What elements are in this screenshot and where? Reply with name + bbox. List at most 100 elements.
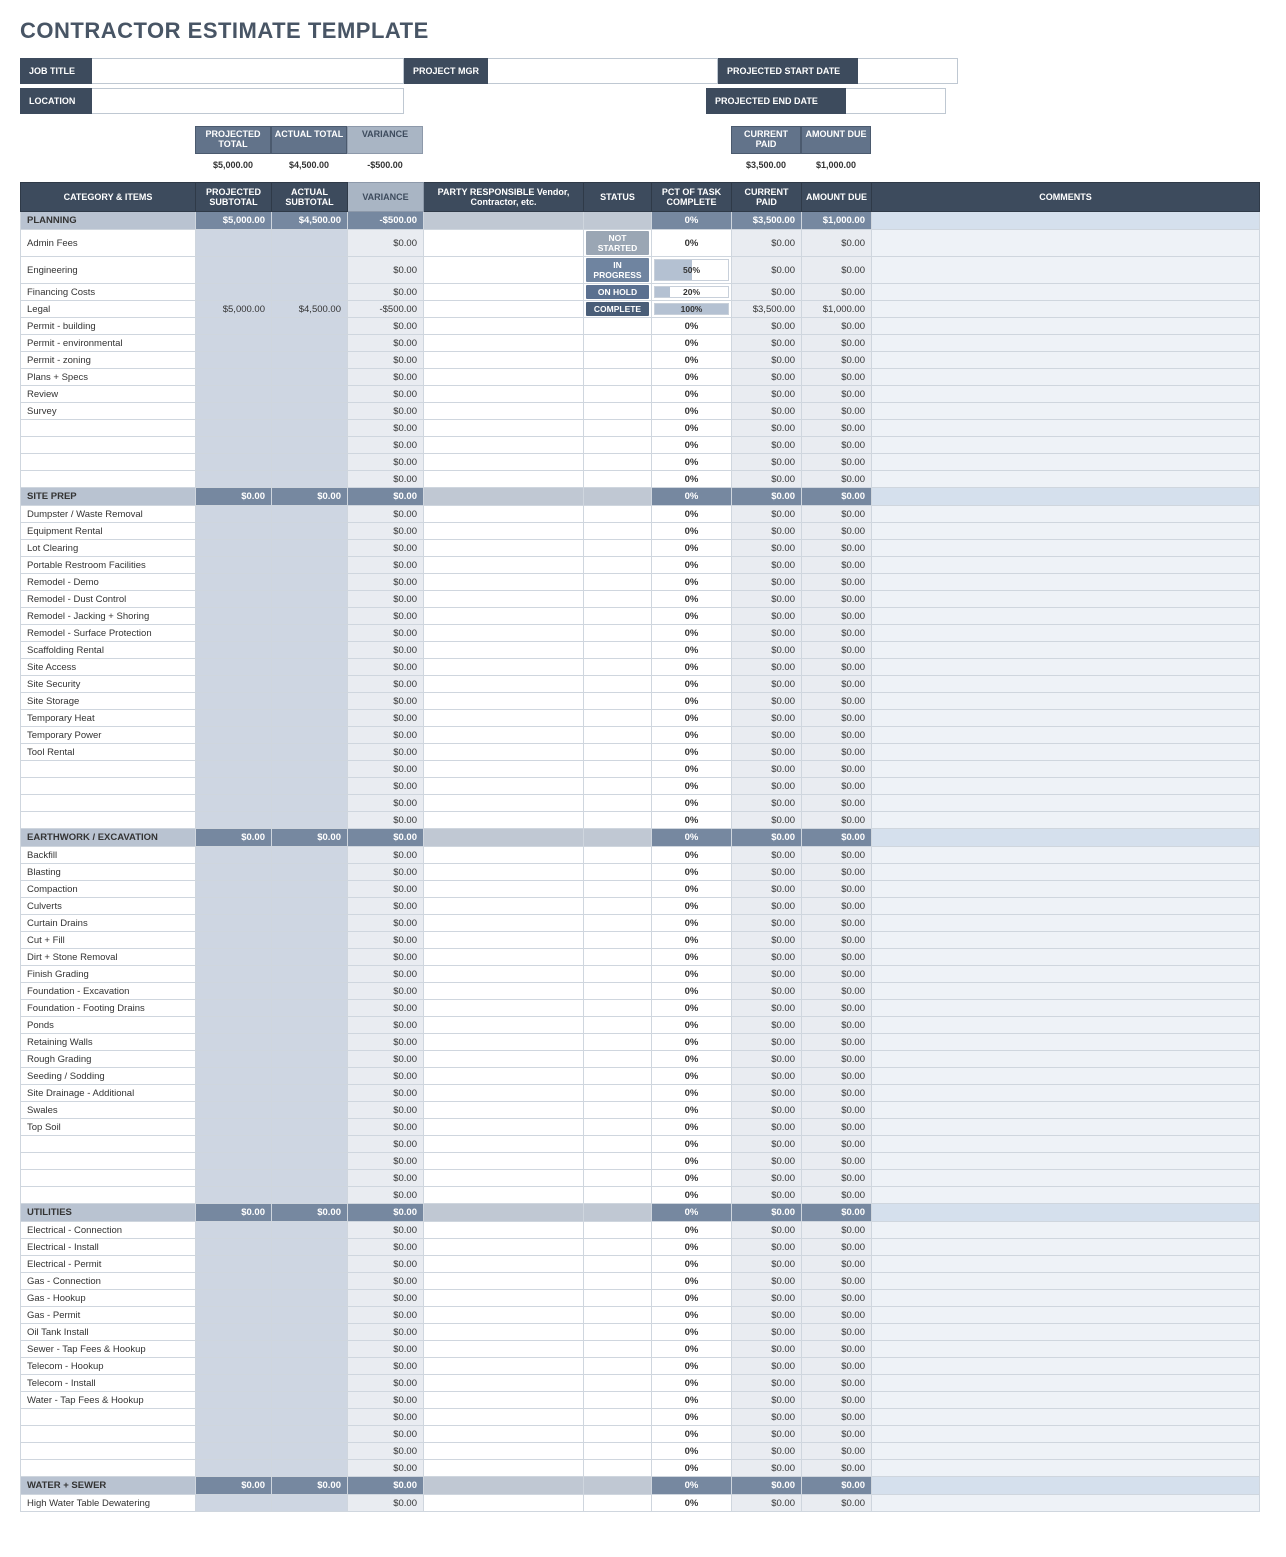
item-pct[interactable]: 0% (652, 1119, 732, 1136)
item-act[interactable] (272, 1375, 348, 1392)
item-proj[interactable] (196, 693, 272, 710)
item-act[interactable] (272, 1051, 348, 1068)
item-status[interactable] (584, 642, 652, 659)
item-pct[interactable]: 0% (652, 386, 732, 403)
item-party[interactable] (424, 591, 584, 608)
item-act[interactable] (272, 1426, 348, 1443)
item-proj[interactable] (196, 471, 272, 488)
item-pct[interactable]: 0% (652, 608, 732, 625)
item-name[interactable]: Dumpster / Waste Removal (21, 506, 196, 523)
item-act[interactable] (272, 1153, 348, 1170)
item-pct[interactable]: 0% (652, 761, 732, 778)
item-act[interactable] (272, 932, 348, 949)
item-party[interactable] (424, 454, 584, 471)
item-status[interactable] (584, 847, 652, 864)
item-proj[interactable] (196, 761, 272, 778)
item-party[interactable] (424, 540, 584, 557)
item-name[interactable]: Blasting (21, 864, 196, 881)
item-proj[interactable] (196, 1256, 272, 1273)
item-act[interactable] (272, 898, 348, 915)
item-act[interactable] (272, 1000, 348, 1017)
item-party[interactable] (424, 1000, 584, 1017)
item-comm[interactable] (872, 335, 1260, 352)
item-act[interactable] (272, 642, 348, 659)
item-proj[interactable] (196, 864, 272, 881)
item-party[interactable] (424, 642, 584, 659)
item-status[interactable]: NOT STARTED (584, 230, 652, 257)
item-comm[interactable] (872, 1460, 1260, 1477)
item-party[interactable] (424, 710, 584, 727)
item-name[interactable]: Temporary Heat (21, 710, 196, 727)
item-act[interactable] (272, 1324, 348, 1341)
item-status[interactable] (584, 1375, 652, 1392)
item-comm[interactable] (872, 744, 1260, 761)
item-proj[interactable] (196, 1136, 272, 1153)
item-name[interactable]: Telecom - Hookup (21, 1358, 196, 1375)
item-act[interactable] (272, 1136, 348, 1153)
item-party[interactable] (424, 335, 584, 352)
item-act[interactable] (272, 557, 348, 574)
item-act[interactable] (272, 1256, 348, 1273)
item-status[interactable] (584, 659, 652, 676)
item-party[interactable] (424, 659, 584, 676)
item-name[interactable]: Permit - environmental (21, 335, 196, 352)
item-pct[interactable]: 0% (652, 778, 732, 795)
item-pct[interactable]: 0% (652, 1392, 732, 1409)
item-act[interactable] (272, 710, 348, 727)
item-name[interactable] (21, 778, 196, 795)
item-act[interactable] (272, 1102, 348, 1119)
project-mgr-input[interactable] (488, 58, 718, 84)
item-proj[interactable] (196, 318, 272, 335)
item-pct[interactable]: 0% (652, 471, 732, 488)
item-name[interactable]: Cut + Fill (21, 932, 196, 949)
item-party[interactable] (424, 898, 584, 915)
item-comm[interactable] (872, 506, 1260, 523)
item-party[interactable] (424, 1443, 584, 1460)
item-party[interactable] (424, 966, 584, 983)
item-pct[interactable]: 0% (652, 523, 732, 540)
item-party[interactable] (424, 881, 584, 898)
item-name[interactable]: Permit - zoning (21, 352, 196, 369)
item-status[interactable] (584, 1034, 652, 1051)
item-proj[interactable] (196, 1051, 272, 1068)
item-comm[interactable] (872, 727, 1260, 744)
item-proj[interactable] (196, 778, 272, 795)
item-act[interactable] (272, 1085, 348, 1102)
item-act[interactable] (272, 591, 348, 608)
item-party[interactable] (424, 1187, 584, 1204)
item-comm[interactable] (872, 369, 1260, 386)
item-pct[interactable]: 0% (652, 812, 732, 829)
item-comm[interactable] (872, 318, 1260, 335)
item-status[interactable] (584, 386, 652, 403)
item-act[interactable] (272, 471, 348, 488)
item-proj[interactable] (196, 932, 272, 949)
item-status[interactable] (584, 778, 652, 795)
item-proj[interactable] (196, 915, 272, 932)
item-party[interactable] (424, 1460, 584, 1477)
item-party[interactable] (424, 1085, 584, 1102)
item-status[interactable] (584, 1324, 652, 1341)
item-comm[interactable] (872, 1222, 1260, 1239)
item-status[interactable] (584, 1222, 652, 1239)
item-proj[interactable] (196, 1000, 272, 1017)
item-comm[interactable] (872, 1051, 1260, 1068)
item-name[interactable]: Retaining Walls (21, 1034, 196, 1051)
item-act[interactable] (272, 1068, 348, 1085)
item-party[interactable] (424, 727, 584, 744)
item-status[interactable] (584, 949, 652, 966)
item-status[interactable] (584, 1256, 652, 1273)
item-name[interactable]: Curtain Drains (21, 915, 196, 932)
item-act[interactable] (272, 659, 348, 676)
item-name[interactable]: Top Soil (21, 1119, 196, 1136)
item-party[interactable] (424, 1136, 584, 1153)
item-proj[interactable] (196, 506, 272, 523)
item-comm[interactable] (872, 761, 1260, 778)
item-pct[interactable]: 0% (652, 1409, 732, 1426)
item-name[interactable]: Gas - Hookup (21, 1290, 196, 1307)
item-comm[interactable] (872, 693, 1260, 710)
item-comm[interactable] (872, 403, 1260, 420)
item-name[interactable]: Foundation - Excavation (21, 983, 196, 1000)
item-act[interactable] (272, 540, 348, 557)
item-status[interactable] (584, 506, 652, 523)
item-proj[interactable] (196, 1017, 272, 1034)
